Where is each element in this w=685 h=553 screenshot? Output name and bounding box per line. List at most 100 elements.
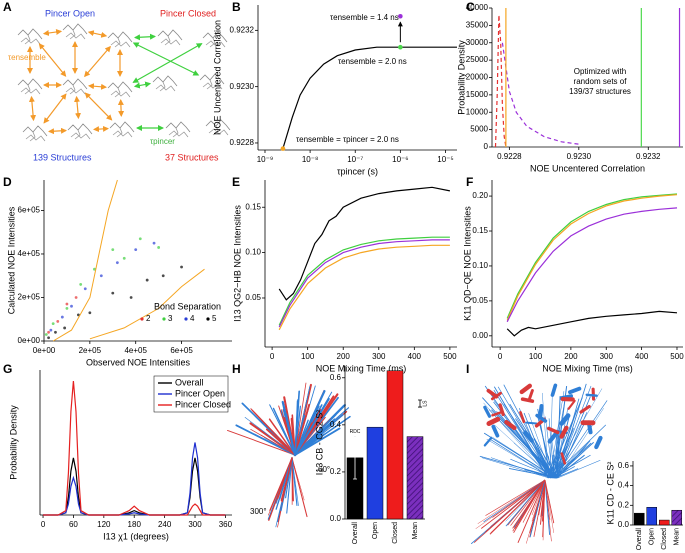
- bond-vector: [483, 436, 493, 447]
- legend-label: Overall: [175, 377, 204, 387]
- x-tick-label: 120: [97, 520, 111, 529]
- annotation: RDC: [350, 429, 361, 435]
- arrow: [28, 95, 37, 122]
- x-tick-label: 60: [69, 520, 78, 529]
- line: [506, 207, 678, 323]
- bond-vector: [529, 479, 546, 538]
- bond-vector: [547, 431, 558, 444]
- molecule: [199, 73, 225, 85]
- marker: [280, 146, 286, 151]
- y-tick-label: 0.00: [472, 331, 488, 340]
- arrow: [132, 43, 203, 83]
- bond-vector: [546, 426, 560, 435]
- y-tick-label: 0.2: [330, 467, 342, 476]
- point: [99, 274, 103, 278]
- arrow: [84, 92, 113, 121]
- point: [76, 313, 80, 317]
- marker: [398, 13, 403, 19]
- point: [152, 241, 156, 245]
- molecule: [109, 121, 135, 133]
- legend-swatch: [206, 317, 210, 321]
- y-tick-label: 15000: [466, 90, 489, 99]
- x-tick-label: Open: [372, 522, 379, 539]
- x-tick-label: 300: [372, 352, 386, 361]
- x-tick-label: Mean: [674, 528, 681, 546]
- line: [278, 236, 450, 326]
- y-tick-label: 25000: [466, 55, 489, 64]
- legend-label: 3: [168, 314, 173, 323]
- bond-vector: [268, 418, 296, 456]
- y-tick-label: 0.10: [245, 248, 261, 257]
- x-tick-label: 4e+05: [124, 346, 147, 355]
- legend-label: 2: [146, 314, 151, 323]
- arrow: [43, 93, 67, 124]
- arrow: [47, 127, 68, 135]
- bond-vector: [485, 479, 546, 533]
- point: [138, 237, 142, 241]
- molecule: [172, 127, 179, 138]
- line: [278, 186, 451, 301]
- molecule: [107, 81, 133, 93]
- x-tick-label: 500: [443, 352, 457, 361]
- bar: [386, 370, 404, 520]
- bond-vector: [485, 479, 546, 516]
- bond-vector: [227, 429, 296, 456]
- molecule: [202, 31, 228, 43]
- bond-vector: [486, 416, 501, 427]
- line: [506, 310, 678, 337]
- bond-vector: [544, 479, 551, 520]
- arrow: [38, 43, 67, 77]
- bond-vector: [481, 457, 550, 479]
- tau-ensemble: τensemble: [8, 53, 46, 62]
- legend-label: Pincer Open: [175, 388, 225, 398]
- arrow: [117, 98, 125, 118]
- annotation: Optimized with: [574, 67, 626, 76]
- x-tick-label: 400: [408, 352, 422, 361]
- bond-vector: [535, 413, 548, 423]
- x-axis-label: Observed NOE Intensities: [86, 357, 191, 367]
- bond-vector: [514, 479, 546, 529]
- y-tick-label: 0.15: [245, 202, 261, 211]
- bar: [634, 512, 645, 526]
- x-tick-label: 10⁻⁹: [257, 155, 274, 164]
- bar: [366, 426, 384, 520]
- point: [54, 330, 57, 334]
- molecule: [152, 75, 178, 87]
- bond-vector: [560, 452, 567, 465]
- bond-vector: [568, 386, 582, 395]
- x-tick-label: 0.9228: [497, 152, 522, 161]
- diagram: Pincer Open Pincer Closed τensemble τpin…: [8, 8, 219, 162]
- y-axis-label: I13 CB - CG2 S²: [314, 410, 324, 476]
- y-axis-label: K11 CD - CE S²: [605, 462, 615, 525]
- x-axis-label: NOE Mixing Time (ms): [316, 363, 407, 373]
- y-tick-label: 0.05: [472, 296, 488, 305]
- arrow: [87, 83, 108, 90]
- x-tick-label: Open: [649, 528, 656, 545]
- line: [501, 42, 579, 145]
- molecule: [17, 28, 43, 40]
- point: [56, 320, 60, 323]
- y-tick-label: 0.0: [330, 514, 342, 523]
- x-tick-label: 0: [498, 352, 503, 361]
- point: [134, 248, 138, 252]
- molecule: [205, 40, 226, 48]
- x-tick-label: 360: [219, 520, 233, 529]
- bond-vector: [556, 396, 561, 479]
- line: [494, 14, 507, 148]
- molecule: [208, 128, 229, 136]
- bar: [659, 519, 670, 526]
- y-tick-label: 30000: [466, 38, 489, 47]
- panel-letter: A: [3, 0, 12, 14]
- bond-vector: [281, 400, 297, 457]
- point: [83, 287, 87, 291]
- point: [161, 274, 165, 278]
- x-tick-label: Closed: [661, 528, 668, 550]
- y-tick-label: 0.10: [472, 261, 488, 270]
- annotation: 139/37 structures: [569, 87, 631, 96]
- point: [88, 311, 92, 315]
- legend-swatch: [140, 317, 144, 321]
- point: [79, 283, 83, 286]
- point: [60, 315, 64, 319]
- molecule: [22, 125, 48, 137]
- x-tick-label: 2e+05: [79, 346, 102, 355]
